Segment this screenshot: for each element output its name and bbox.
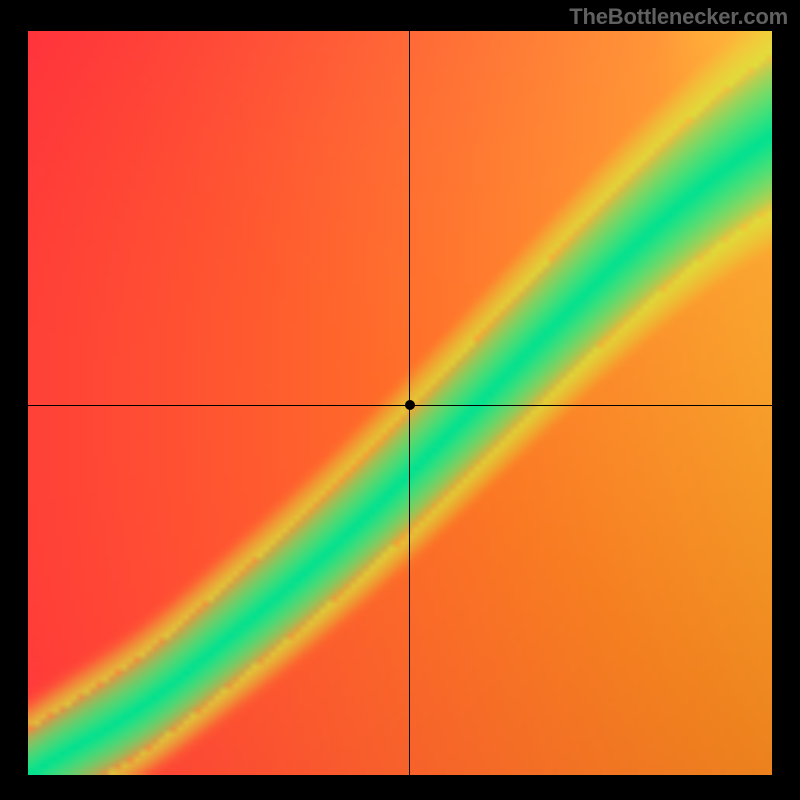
watermark-text: TheBottlenecker.com <box>569 4 788 30</box>
marker-dot <box>405 400 415 410</box>
crosshair-horizontal <box>28 405 772 406</box>
heatmap-canvas <box>28 31 772 775</box>
bottleneck-heatmap <box>28 31 772 775</box>
